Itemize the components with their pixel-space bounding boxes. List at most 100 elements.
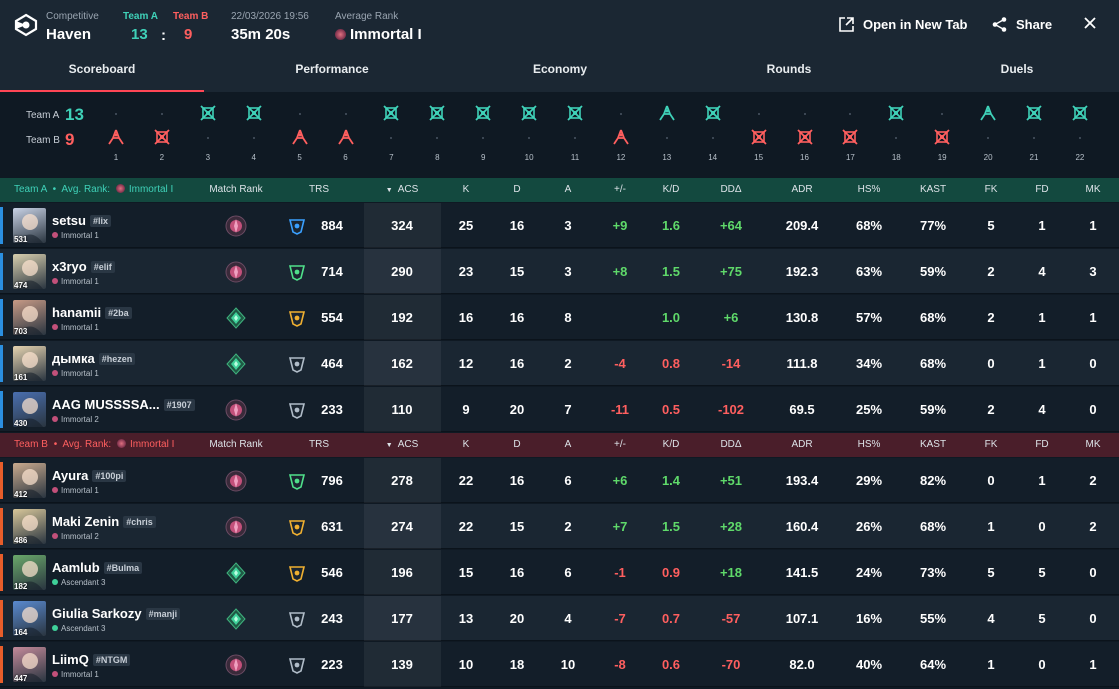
round-column[interactable]: 7	[376, 102, 406, 162]
tab-duels[interactable]: Duels	[1000, 62, 1034, 76]
col-fd-header[interactable]: FD	[1035, 439, 1049, 450]
col-trs-header[interactable]: TRS	[309, 184, 329, 195]
player-name[interactable]: x3ryo	[52, 259, 87, 274]
player-row[interactable]: 486 Maki Zenin #chris Immortal 2 631 274 22 15 2…	[0, 504, 1119, 549]
round-column[interactable]: 4	[239, 102, 269, 162]
col-fk-header[interactable]: FK	[984, 439, 998, 450]
player-name-group[interactable]: LiimQ #NTGM	[52, 652, 131, 667]
stat-trs: 884	[321, 218, 343, 233]
player-name-group[interactable]: дымка #hezen	[52, 351, 136, 366]
tab-scoreboard[interactable]: Scoreboard	[0, 52, 204, 92]
col-pm-header[interactable]: +/-	[614, 184, 626, 195]
player-name[interactable]: Aamlub	[52, 560, 100, 575]
round-column[interactable]: 10	[514, 102, 544, 162]
round-column[interactable]: 2	[147, 102, 177, 162]
col-hs-header[interactable]: HS%	[857, 439, 881, 450]
player-name-group[interactable]: AAG MUSSSSA... #1907	[52, 397, 195, 412]
close-button[interactable]	[1083, 16, 1097, 30]
col-k-header[interactable]: K	[462, 439, 470, 450]
player-name-group[interactable]: setsu #lix	[52, 213, 111, 228]
col-hs-header[interactable]: HS%	[857, 184, 881, 195]
stat-hs: 24%	[855, 565, 883, 580]
round-column[interactable]: 20	[973, 102, 1003, 162]
col-dda-header[interactable]: DDΔ	[720, 184, 742, 195]
player-name-group[interactable]: Aamlub #Bulma	[52, 560, 143, 575]
col-adr-header[interactable]: ADR	[791, 439, 813, 450]
player-name[interactable]: Giulia Sarkozy	[52, 606, 142, 621]
player-name-group[interactable]: hanamii #2ba	[52, 305, 132, 320]
col-d-header[interactable]: D	[513, 184, 521, 195]
col-d-header[interactable]: D	[513, 439, 521, 450]
col-fd-header[interactable]: FD	[1035, 184, 1049, 195]
round-column[interactable]: 21	[1019, 102, 1049, 162]
acs-highlight	[364, 458, 441, 503]
player-name[interactable]: setsu	[52, 213, 86, 228]
round-column[interactable]: 9	[468, 102, 498, 162]
col-acs-header[interactable]: ▼ ACS	[372, 178, 432, 202]
round-column[interactable]: 18	[881, 102, 911, 162]
player-name-group[interactable]: Maki Zenin #chris	[52, 514, 156, 529]
player-name[interactable]: hanamii	[52, 305, 102, 320]
round-column[interactable]: 16	[790, 102, 820, 162]
col-match_rank-header[interactable]: Match Rank	[209, 439, 263, 450]
col-a-header[interactable]: A	[564, 439, 572, 450]
player-name[interactable]: дымка	[52, 351, 95, 366]
round-column[interactable]: 3	[193, 102, 223, 162]
ascendant-rank-icon	[225, 608, 247, 630]
col-kast-header[interactable]: KAST	[919, 184, 947, 195]
player-row[interactable]: 412 Ayura #100pi Immortal 1 796 278 22 16 6 +6 1.4…	[0, 458, 1119, 503]
col-pm-header[interactable]: +/-	[614, 439, 626, 450]
round-column[interactable]: 15	[744, 102, 774, 162]
player-row[interactable]: 531 setsu #lix Immortal 1 884 324 25 16 3 +9 1.6 +6…	[0, 203, 1119, 248]
player-row[interactable]: 430 AAG MUSSSSA... #1907 Immortal 2 233 110 9 2…	[0, 387, 1119, 432]
tab-rounds[interactable]: Rounds	[766, 62, 812, 76]
player-row[interactable]: 182 Aamlub #Bulma Ascendant 3 546 196 15 16 6 -1 0…	[0, 550, 1119, 595]
round-column[interactable]: 14	[698, 102, 728, 162]
col-kast-header[interactable]: KAST	[919, 439, 947, 450]
tab-economy[interactable]: Economy	[532, 62, 587, 76]
round-column[interactable]: 19	[927, 102, 957, 162]
player-name[interactable]: Maki Zenin	[52, 514, 120, 529]
col-trs-header[interactable]: TRS	[309, 439, 329, 450]
player-name-group[interactable]: Ayura #100pi	[52, 468, 127, 483]
col-kd-header[interactable]: K/D	[662, 184, 680, 195]
col-match_rank-header[interactable]: Match Rank	[209, 184, 263, 195]
elimination-win-icon	[291, 129, 308, 148]
player-name[interactable]: AAG MUSSSSA...	[52, 397, 160, 412]
player-row[interactable]: 703 hanamii #2ba Immortal 1 554 192 16 16 8 1.0 +6…	[0, 295, 1119, 340]
trs-tier-icon	[287, 563, 307, 583]
round-column[interactable]: 1	[101, 102, 131, 162]
player-name-group[interactable]: x3ryo #elif	[52, 259, 115, 274]
col-k-header[interactable]: K	[462, 184, 470, 195]
player-row[interactable]: 164 Giulia Sarkozy #manji Ascendant 3 243 177…	[0, 596, 1119, 641]
round-column[interactable]: 11	[560, 102, 590, 162]
share-button[interactable]: Share	[991, 16, 1052, 33]
stat-kast: 73%	[919, 565, 947, 580]
col-mk-header[interactable]: MK	[1085, 439, 1101, 450]
round-column[interactable]: 8	[422, 102, 452, 162]
immortal-rank-icon	[225, 470, 247, 492]
round-column[interactable]: 22	[1065, 102, 1095, 162]
open-new-tab-button[interactable]: Open in New Tab	[838, 16, 968, 33]
round-column[interactable]: 12	[606, 102, 636, 162]
round-column[interactable]: 13	[652, 102, 682, 162]
col-acs-header[interactable]: ▼ ACS	[372, 433, 432, 457]
player-name-group[interactable]: Giulia Sarkozy #manji	[52, 606, 181, 621]
player-name[interactable]: Ayura	[52, 468, 89, 483]
col-a-header[interactable]: A	[564, 184, 572, 195]
round-column[interactable]: 17	[835, 102, 865, 162]
player-name[interactable]: LiimQ	[52, 652, 89, 667]
col-kd-header[interactable]: K/D	[662, 439, 680, 450]
round-column[interactable]: 5	[285, 102, 315, 162]
col-adr-header[interactable]: ADR	[791, 184, 813, 195]
col-fk-header[interactable]: FK	[984, 184, 998, 195]
tab-performance[interactable]: Performance	[295, 62, 369, 76]
col-mk-header[interactable]: MK	[1085, 184, 1101, 195]
team-a-round-cell	[835, 102, 865, 126]
player-row[interactable]: 161 дымка #hezen Immortal 1 464 162 12 16 2 -4 0.8…	[0, 341, 1119, 386]
player-row[interactable]: 474 x3ryo #elif Immortal 1 714 290 23 15 3 +8 1.5 +…	[0, 249, 1119, 294]
round-column[interactable]: 6	[331, 102, 361, 162]
stat-d: 16	[509, 473, 525, 488]
player-row[interactable]: 447 LiimQ #NTGM Immortal 1 223 139 10 18 10 -8 0.6…	[0, 642, 1119, 687]
col-dda-header[interactable]: DDΔ	[720, 439, 742, 450]
